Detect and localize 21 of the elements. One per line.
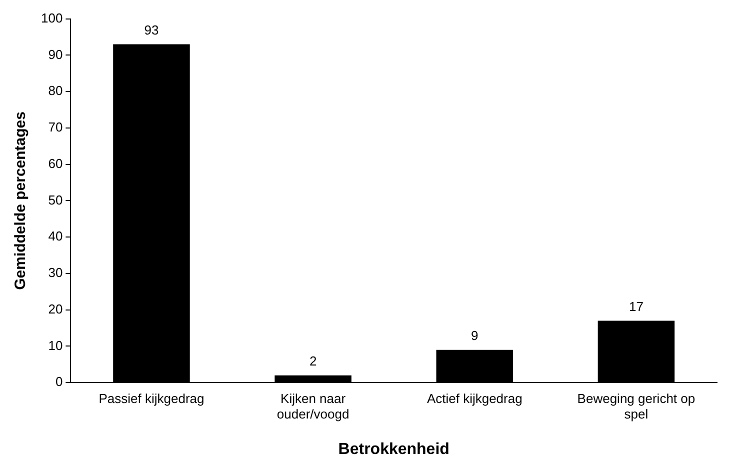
data-label: 17 — [628, 298, 644, 314]
y-tick-label: 0 — [55, 374, 63, 390]
y-tick-label: 70 — [48, 120, 63, 135]
x-axis-title: Betrokkenheid — [338, 440, 450, 458]
y-tick-label: 20 — [48, 301, 63, 316]
y-tick-label: 80 — [48, 83, 63, 98]
y-tick-label: 90 — [48, 46, 63, 62]
x-tick-label: Beweging gericht op spel — [577, 390, 696, 422]
data-label: 2 — [309, 353, 317, 368]
data-label: 93 — [144, 22, 159, 38]
x-tick-label: Passief kijkgedrag — [98, 390, 204, 406]
y-axis-title: Gemiddelde percentages — [12, 111, 30, 290]
y-tick-label: 10 — [48, 338, 63, 353]
y-tick-label: 100 — [40, 10, 63, 26]
y-tick-label: 30 — [48, 265, 63, 280]
x-tick-label: Kijken naar ouder/voogd — [276, 390, 350, 422]
y-tick-label: 60 — [48, 156, 63, 171]
y-tick-label: 50 — [48, 192, 63, 208]
x-tick-label: Actief kijkgedrag — [426, 390, 522, 406]
data-label: 9 — [471, 328, 478, 343]
y-tick-label: 40 — [48, 228, 63, 244]
